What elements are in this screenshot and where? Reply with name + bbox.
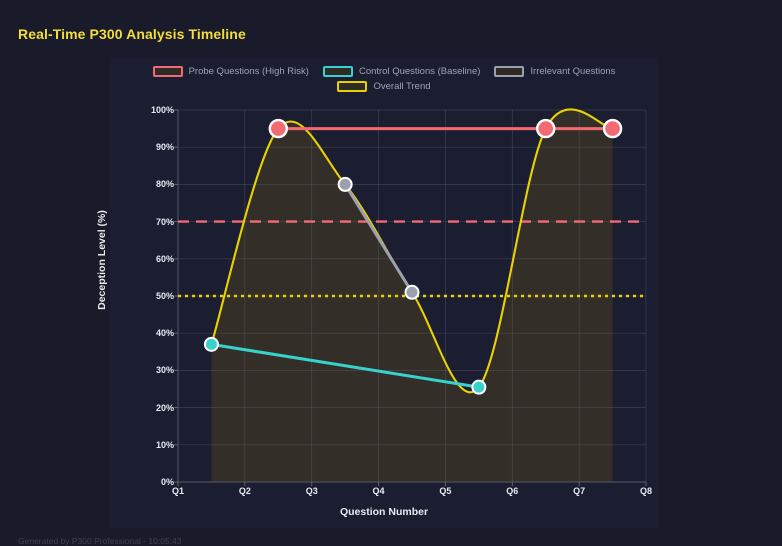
y-axis-tick-label: 40% bbox=[155, 328, 174, 339]
x-axis-tick-label: Q5 bbox=[439, 486, 452, 496]
data-point-marker[interactable] bbox=[404, 284, 420, 300]
y-axis-tick-label: 80% bbox=[155, 179, 174, 190]
x-axis-tick-label: Q1 bbox=[171, 486, 184, 496]
y-axis-tick-label: 30% bbox=[155, 365, 174, 376]
chart-card: Probe Questions (High Risk) Control Quest… bbox=[96, 58, 658, 528]
legend-label: Probe Questions (High Risk) bbox=[188, 66, 309, 77]
y-axis-tick-label: 10% bbox=[155, 439, 174, 450]
y-axis-tick-label: 90% bbox=[155, 142, 174, 153]
series-line-control-questions-baseline bbox=[209, 342, 481, 389]
plot-area: Deception Level (%) Question Number 0% 10… bbox=[96, 58, 658, 528]
x-axis-tick-label: Q6 bbox=[506, 486, 519, 496]
footer-note: Generated by P300 Professional - 10:05:4… bbox=[18, 536, 182, 546]
legend-swatch bbox=[494, 66, 525, 77]
chart-legend: Probe Questions (High Risk) Control Quest… bbox=[110, 66, 658, 92]
page-title: Real-Time P300 Analysis Timeline bbox=[18, 26, 246, 42]
legend-swatch bbox=[322, 66, 353, 77]
legend-item[interactable]: Irrelevant Questions bbox=[494, 66, 615, 77]
x-axis-tick-label: Q4 bbox=[372, 486, 385, 496]
y-axis-tick-label: 70% bbox=[155, 216, 174, 227]
legend-item[interactable]: Overall Trend bbox=[337, 81, 431, 92]
x-axis-tick-label: Q7 bbox=[573, 486, 586, 496]
data-point-marker[interactable] bbox=[471, 379, 487, 395]
legend-label: Control Questions (Baseline) bbox=[358, 66, 481, 77]
data-point-marker[interactable] bbox=[602, 118, 623, 139]
data-point-marker[interactable] bbox=[203, 336, 219, 352]
y-axis-tick-label: 100% bbox=[150, 105, 174, 115]
legend-label: Overall Trend bbox=[373, 81, 431, 92]
y-axis-tick-label: 50% bbox=[155, 291, 174, 301]
series-line-irrelevant-questions bbox=[343, 182, 414, 294]
legend-item[interactable]: Control Questions (Baseline) bbox=[322, 66, 481, 77]
chart-svg bbox=[174, 108, 647, 486]
x-axis-label: Question Number bbox=[339, 506, 429, 518]
legend-swatch bbox=[152, 66, 183, 77]
x-axis-tick-label: Q2 bbox=[238, 486, 251, 496]
x-axis-tick-label: Q8 bbox=[639, 486, 652, 496]
legend-item[interactable]: Probe Questions (High Risk) bbox=[152, 66, 309, 77]
y-axis-tick-label: 60% bbox=[155, 253, 174, 264]
y-axis-tick-label: 20% bbox=[155, 402, 174, 413]
y-axis-label: Deception Level (%) bbox=[96, 210, 108, 310]
data-point-marker[interactable] bbox=[337, 176, 353, 192]
y-axis-tick-label: 0% bbox=[160, 477, 174, 487]
data-point-marker[interactable] bbox=[268, 118, 288, 139]
legend-swatch bbox=[337, 81, 368, 92]
data-point-marker[interactable] bbox=[536, 118, 556, 139]
legend-label: Irrelevant Questions bbox=[530, 66, 616, 77]
x-axis-tick-label: Q3 bbox=[305, 486, 318, 496]
